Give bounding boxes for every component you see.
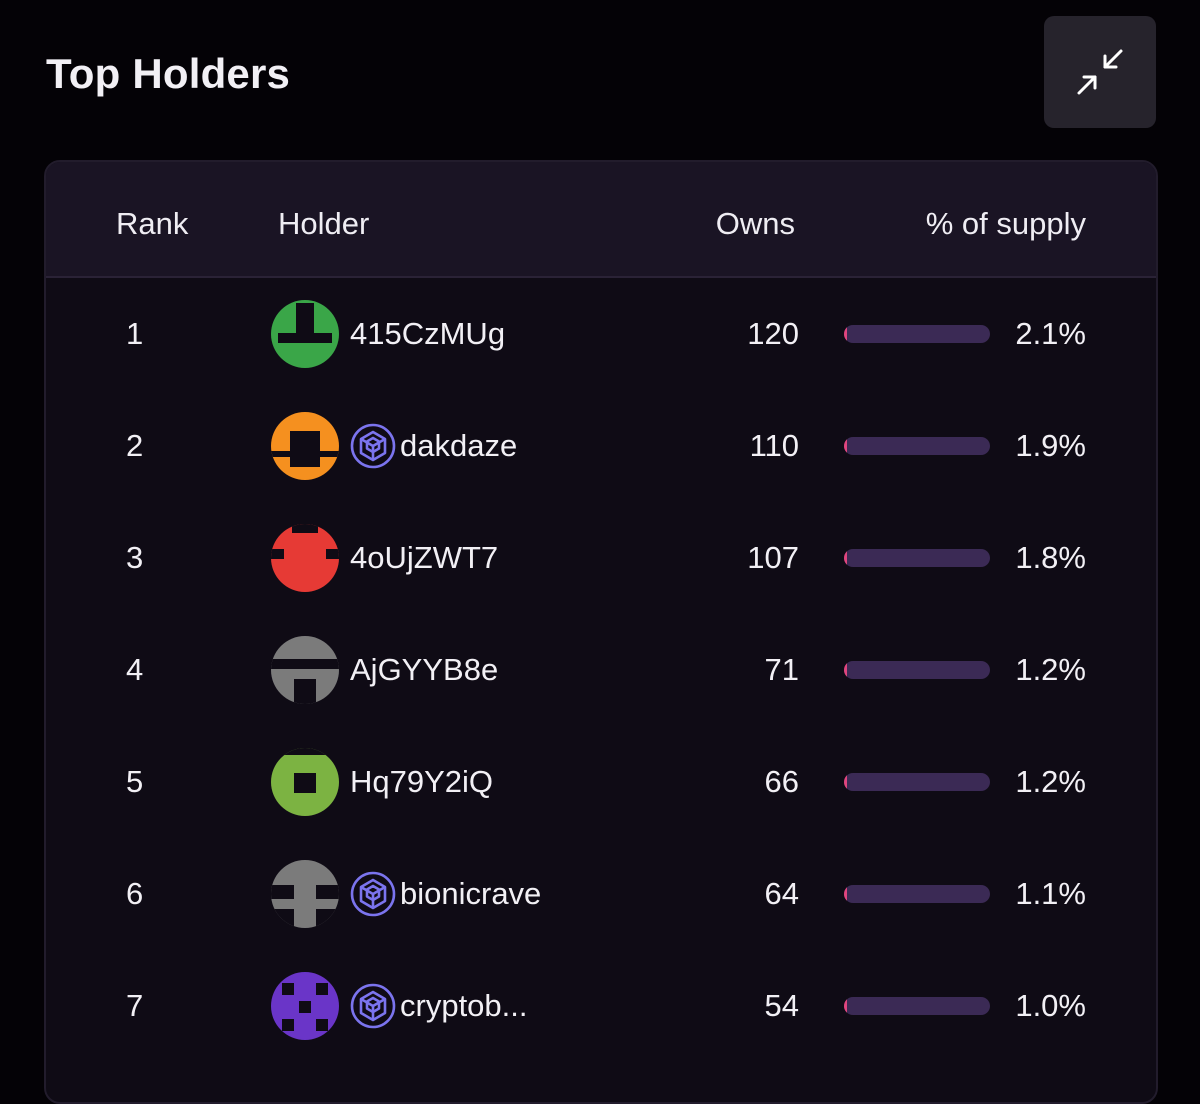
holder-avatar[interactable] xyxy=(270,971,340,1041)
table-row[interactable]: 1 415CzMUg 120 2.1% xyxy=(46,278,1156,390)
holder-name-cell[interactable]: Hq79Y2iQ xyxy=(350,762,493,802)
holder-name-cell[interactable]: 4oUjZWT7 xyxy=(350,538,498,578)
holder-name-cell[interactable]: 415CzMUg xyxy=(350,314,505,354)
supply-percent-cell: 1.1% xyxy=(1015,876,1086,911)
rank-cell: 3 xyxy=(126,540,144,575)
supply-bar-track xyxy=(844,549,990,567)
owns-cell: 64 xyxy=(764,876,799,911)
supply-bar-fill xyxy=(844,325,848,343)
supply-percent-cell: 1.2% xyxy=(1015,652,1086,687)
holder-avatar[interactable] xyxy=(270,635,340,705)
supply-bar-track xyxy=(844,661,990,679)
supply-percent-cell: 1.0% xyxy=(1015,988,1086,1023)
rank-cell: 1 xyxy=(126,316,144,351)
supply-bar xyxy=(844,997,990,1015)
holder-name[interactable]: Hq79Y2iQ xyxy=(350,764,494,799)
supply-bar-fill xyxy=(844,437,847,455)
owns-cell: 110 xyxy=(749,428,799,463)
table-row[interactable]: 7 cryptob... 54 1.0% xyxy=(46,950,1156,1062)
holder-name[interactable]: 415CzMUg xyxy=(350,316,506,351)
holder-name-cell[interactable]: AjGYYB8e xyxy=(350,650,498,690)
owns-cell: 66 xyxy=(764,764,799,799)
rank-cell: 7 xyxy=(126,988,144,1023)
rank-cell: 5 xyxy=(126,764,144,799)
supply-bar-fill xyxy=(844,661,847,679)
supply-percent-cell: 1.8% xyxy=(1015,540,1086,575)
supply-bar xyxy=(844,549,990,567)
holder-name[interactable]: cryptob... xyxy=(400,988,528,1023)
supply-bar xyxy=(844,437,990,455)
supply-bar xyxy=(844,661,990,679)
verified-cube-icon xyxy=(350,423,396,469)
holder-avatar[interactable] xyxy=(270,523,340,593)
supply-bar xyxy=(844,885,990,903)
holder-avatar[interactable] xyxy=(270,299,340,369)
holder-avatar[interactable] xyxy=(270,747,340,817)
holder-name-cell[interactable]: dakdaze xyxy=(350,423,517,469)
supply-bar-fill xyxy=(844,885,847,903)
owns-cell: 107 xyxy=(747,540,799,575)
supply-bar xyxy=(844,773,990,791)
rank-cell: 4 xyxy=(126,652,144,687)
supply-bar-track xyxy=(844,885,990,903)
supply-bar-fill xyxy=(844,997,847,1015)
supply-percent-cell: 2.1% xyxy=(1015,316,1086,351)
header-owns[interactable]: Owns xyxy=(715,206,795,241)
supply-bar-track xyxy=(844,773,990,791)
supply-bar-track xyxy=(844,437,990,455)
supply-percent-cell: 1.9% xyxy=(1015,428,1086,463)
rank-cell: 2 xyxy=(126,428,144,463)
rank-cell: 6 xyxy=(126,876,144,911)
header-rank[interactable]: Rank xyxy=(116,206,189,241)
table-row[interactable]: 3 4oUjZWT7 107 1.8% xyxy=(46,502,1156,614)
holder-name[interactable]: 4oUjZWT7 xyxy=(350,540,499,575)
verified-cube-icon xyxy=(350,983,396,1029)
table-row[interactable]: 6 bionicrave 64 1.1% xyxy=(46,838,1156,950)
header-supply[interactable]: % of supply xyxy=(925,206,1086,241)
supply-bar-fill xyxy=(844,549,847,567)
table-header: Rank Holder Owns % of supply xyxy=(46,162,1156,278)
holder-avatar[interactable] xyxy=(270,411,340,481)
owns-cell: 54 xyxy=(764,988,799,1023)
supply-bar-track xyxy=(844,325,990,343)
holder-name-cell[interactable]: cryptob... xyxy=(350,983,528,1029)
supply-bar-fill xyxy=(844,773,847,791)
table-row[interactable]: 4 AjGYYB8e 71 1.2% xyxy=(46,614,1156,726)
owns-cell: 71 xyxy=(764,652,799,687)
table-row[interactable]: 2 dakdaze 110 1.9% xyxy=(46,390,1156,502)
verified-cube-icon xyxy=(350,871,396,917)
holder-name[interactable]: bionicrave xyxy=(400,876,542,911)
supply-bar-track xyxy=(844,997,990,1015)
holder-name[interactable]: AjGYYB8e xyxy=(350,652,499,687)
supply-percent-cell: 1.2% xyxy=(1015,764,1086,799)
supply-bar xyxy=(844,325,990,343)
collapse-button[interactable] xyxy=(1044,16,1156,128)
header-holder[interactable]: Holder xyxy=(278,206,370,241)
page-title: Top Holders xyxy=(46,50,291,97)
holder-name-cell[interactable]: bionicrave xyxy=(350,871,541,917)
holder-avatar[interactable] xyxy=(270,859,340,929)
minimize-arrows-icon xyxy=(1077,49,1123,95)
owns-cell: 120 xyxy=(747,316,799,351)
table-row[interactable]: 5 Hq79Y2iQ 66 1.2% xyxy=(46,726,1156,838)
holders-table: Rank Holder Owns % of supply 1 415CzMUg 12… xyxy=(44,160,1158,1104)
holder-name[interactable]: dakdaze xyxy=(400,428,518,463)
